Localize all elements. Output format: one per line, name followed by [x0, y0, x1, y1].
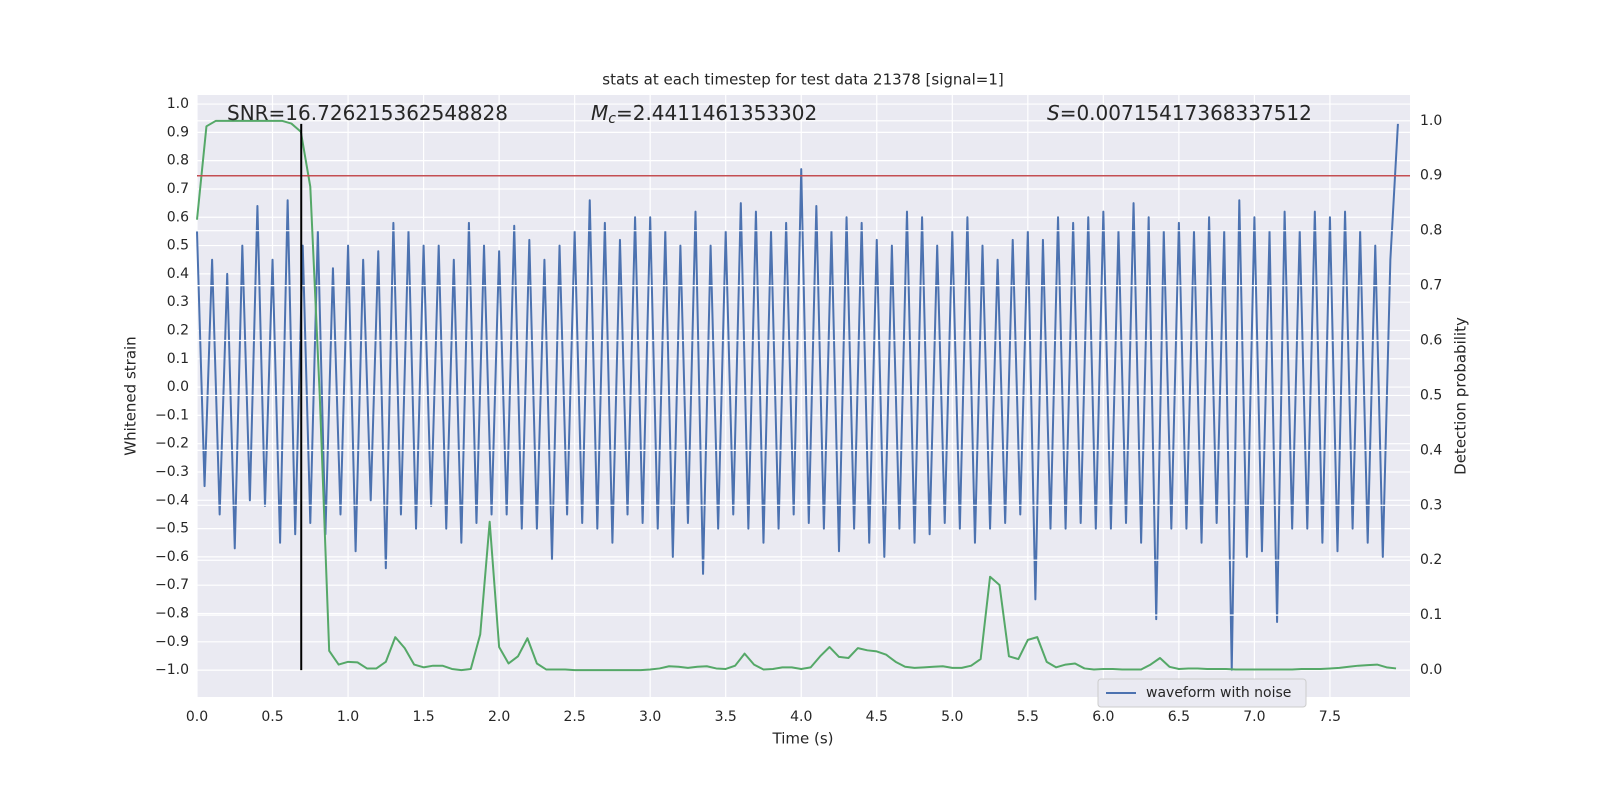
y-tick-label: −0.6 — [155, 549, 189, 565]
annotation-subscript: c — [608, 111, 616, 127]
y-tick-label: 0.1 — [167, 351, 189, 367]
x-tick-label: 5.5 — [1017, 709, 1039, 725]
x-tick-label: 7.0 — [1243, 709, 1265, 725]
legend-box — [1097, 678, 1307, 708]
y-tick-label: −0.2 — [155, 436, 189, 452]
chart-title: stats at each timestep for test data 213… — [602, 71, 1003, 89]
y-tick-label: −0.4 — [155, 492, 189, 508]
y-axis-label: Whitened strain — [122, 336, 140, 455]
y-tick-label: −1.0 — [155, 662, 189, 678]
y2-axis-label: Detection probability — [1452, 317, 1470, 475]
x-tick-label: 6.0 — [1092, 709, 1114, 725]
x-tick-label: 3.5 — [715, 709, 737, 725]
y2-tick-label: 0.7 — [1420, 278, 1442, 294]
x-tick-label: 2.0 — [488, 709, 510, 725]
y-tick-label: 0.5 — [167, 238, 189, 254]
y-tick-label: −0.3 — [155, 464, 189, 480]
annotation-text: =2.4411461353302 — [616, 101, 817, 125]
y-tick-label: 0.9 — [167, 124, 189, 140]
y-tick-label: 0.8 — [167, 153, 189, 169]
y2-tick-label: 0.8 — [1420, 223, 1442, 239]
annotation-symbol: M — [591, 101, 608, 125]
y-tick-label: 0.6 — [167, 209, 189, 225]
y2-tick-label: 0.4 — [1420, 442, 1442, 458]
y-tick-label: −0.9 — [155, 634, 189, 650]
annotation: SNR=16.726215362548828 — [227, 101, 508, 125]
y2-tick-label: 0.9 — [1420, 168, 1442, 184]
y2-tick-label: 0.0 — [1420, 662, 1442, 678]
x-tick-label: 2.5 — [564, 709, 586, 725]
x-tick-label: 6.5 — [1168, 709, 1190, 725]
y2-tick-label: 0.2 — [1420, 552, 1442, 568]
y-tick-label: 1.0 — [167, 96, 189, 112]
probability-line — [196, 119, 1397, 672]
x-tick-label: 1.5 — [412, 709, 434, 725]
y-tick-label: 0.4 — [167, 266, 189, 282]
y-tick-label: −0.7 — [155, 577, 189, 593]
x-tick-label: 4.5 — [866, 709, 888, 725]
annotation-text: =0.00715417368337512 — [1060, 101, 1312, 125]
x-tick-label: 0.0 — [186, 709, 208, 725]
y-tick-label: 0.7 — [167, 181, 189, 197]
y-tick-label: −0.1 — [155, 407, 189, 423]
y-tick-label: 0.0 — [167, 379, 189, 395]
y-tick-label: 0.3 — [167, 294, 189, 310]
annotation: Mc=2.4411461353302 — [591, 101, 817, 128]
y2-tick-label: 0.1 — [1420, 607, 1442, 623]
x-tick-label: 7.5 — [1319, 709, 1341, 725]
y2-tick-label: 0.3 — [1420, 497, 1442, 513]
x-tick-label: 3.0 — [639, 709, 661, 725]
x-tick-label: 0.5 — [261, 709, 283, 725]
y2-tick-label: 0.5 — [1420, 387, 1442, 403]
y2-tick-label: 1.0 — [1420, 113, 1442, 129]
annotation-text: SNR=16.726215362548828 — [227, 101, 508, 125]
x-tick-label: 1.0 — [337, 709, 359, 725]
legend-label: waveform with noise — [1146, 685, 1291, 701]
y-tick-label: −0.8 — [155, 606, 189, 622]
annotation-symbol: S — [1047, 101, 1060, 125]
waveform — [196, 123, 1399, 672]
y2-tick-label: 0.6 — [1420, 333, 1442, 349]
x-tick-label: 5.0 — [941, 709, 963, 725]
x-axis-label: Time (s) — [772, 730, 834, 748]
annotation: S=0.00715417368337512 — [1047, 101, 1312, 125]
x-tick-label: 4.0 — [790, 709, 812, 725]
y-tick-label: 0.2 — [167, 322, 189, 338]
y-tick-label: −0.5 — [155, 521, 189, 537]
